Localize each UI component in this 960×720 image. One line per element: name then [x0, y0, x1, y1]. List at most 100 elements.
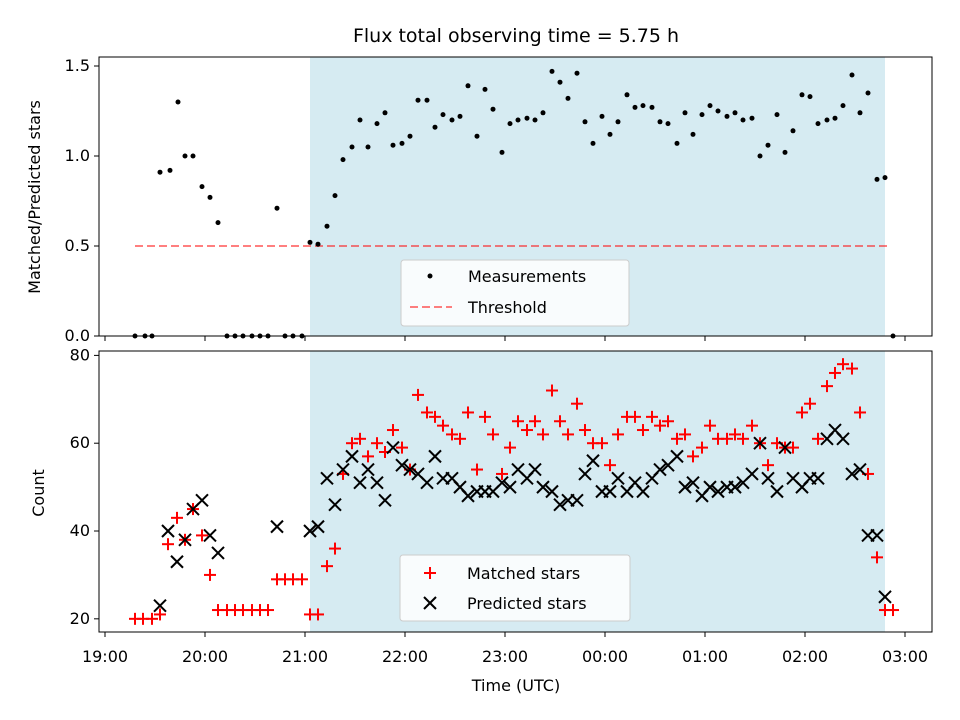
measurement-point: [824, 117, 830, 123]
x-tick-label: 21:00: [282, 647, 328, 666]
matched-star-point: [579, 424, 591, 437]
y-tick-label: 0.5: [65, 236, 90, 255]
measurement-point: [307, 239, 313, 245]
predicted-star-point: [345, 449, 359, 464]
matched-star-point: [596, 437, 608, 450]
matched-star-point: [312, 608, 324, 621]
measurement-point: [699, 112, 705, 118]
matched-star-point: [446, 428, 458, 441]
top-legend: Measurements Threshold: [400, 259, 630, 327]
measurement-point: [324, 223, 330, 229]
matched-star-point: [629, 410, 641, 423]
x-tick-label: 22:00: [382, 647, 428, 666]
matched-star-point: [471, 463, 483, 476]
matched-star-point: [537, 428, 549, 441]
matched-star-point: [671, 432, 683, 445]
measurement-point: [599, 113, 605, 119]
predicted-star-point: [778, 440, 792, 455]
measurement-point: [274, 205, 280, 211]
x-tick-label: 03:00: [882, 647, 928, 666]
matched-star-point: [487, 428, 499, 441]
top-panel: 0.0 0.5 1.0 1.5 Matched/Predicted stars Mea…: [25, 56, 933, 345]
matched-star-point: [604, 459, 616, 472]
predicted-star-point: [370, 476, 384, 490]
bottom-y-ticks: 20 40 60 80: [70, 345, 99, 628]
predicted-star-point: [153, 598, 167, 613]
predicted-star-point: [536, 480, 550, 494]
predicted-star-point: [853, 462, 867, 477]
bottom-plot-frame: [98, 350, 933, 633]
measurement-point: [874, 176, 880, 182]
top-legend-box: [400, 259, 630, 327]
matched-star-point: [529, 415, 541, 428]
x-tick-label: 23:00: [482, 647, 528, 666]
predicted-star-point: [328, 497, 342, 512]
measurement-point: [607, 131, 613, 137]
matched-star-point: [504, 441, 516, 454]
measurement-point: [715, 108, 721, 114]
matched-star-point: [804, 397, 816, 410]
matched-star-point: [696, 441, 708, 454]
measurement-point: [774, 112, 780, 118]
measurement-point: [640, 103, 646, 109]
predicted-star-point: [395, 458, 409, 472]
predicted-star-point: [311, 519, 325, 534]
predicted-star-point: [611, 471, 625, 486]
measurement-point: [424, 97, 430, 103]
matched-star-point: [462, 406, 474, 419]
legend-matched-marker: [424, 567, 436, 579]
legend-measurement-marker: [427, 273, 433, 279]
matched-star-point: [429, 410, 441, 423]
matched-star-point: [704, 419, 716, 432]
y-tick-label: 80: [70, 345, 90, 364]
measurement-point: [582, 119, 588, 125]
matched-star-point: [654, 419, 666, 432]
measurement-point: [382, 110, 388, 116]
measurement-point: [649, 104, 655, 110]
matched-star-point: [437, 419, 449, 432]
measurement-point: [167, 167, 173, 173]
measurement-point: [849, 72, 855, 78]
predicted-star-point: [503, 480, 517, 494]
measurement-point: [724, 113, 730, 119]
matched-star-point: [637, 424, 649, 437]
matched-star-point: [854, 406, 866, 419]
matched-star-point: [821, 380, 833, 393]
y-tick-label: 20: [70, 609, 90, 628]
matched-star-point: [787, 441, 799, 454]
measurement-point: [565, 95, 571, 101]
predicted-star-point: [653, 462, 667, 477]
measurement-point: [357, 117, 363, 123]
legend-predicted-marker: [423, 596, 437, 610]
top-plot-frame: [98, 56, 933, 337]
measurement-point: [674, 140, 680, 146]
predicted-star-point: [428, 449, 442, 464]
legend-measurements-label: Measurements: [468, 267, 586, 286]
measurement-point: [482, 86, 488, 92]
measurement-point: [407, 133, 413, 139]
predicted-star-point: [845, 467, 859, 481]
predicted-star-point: [745, 467, 759, 481]
matched-star-point: [554, 415, 566, 428]
measurement-point: [574, 70, 580, 76]
matched-star-point: [154, 608, 166, 621]
bottom-y-axis-label: Count: [29, 469, 48, 517]
matched-star-point: [746, 419, 758, 432]
predicted-star-point: [270, 519, 284, 534]
top-x-ticks: [104, 336, 906, 341]
measurement-point: [457, 113, 463, 119]
measurement-point: [507, 121, 513, 127]
x-tick-label: 19:00: [82, 647, 128, 666]
predicted-star-point: [686, 476, 700, 490]
matched-star-point: [846, 362, 858, 375]
matched-star-point: [362, 450, 374, 463]
measurement-point: [515, 117, 521, 123]
measurement-point: [557, 79, 563, 85]
measurement-point: [840, 103, 846, 109]
count-points: [129, 358, 899, 625]
measurement-point: [207, 194, 213, 200]
predicted-star-point: [195, 493, 209, 507]
matched-star-point: [479, 410, 491, 423]
predicted-star-point: [578, 467, 592, 481]
matched-star-point: [871, 551, 883, 564]
